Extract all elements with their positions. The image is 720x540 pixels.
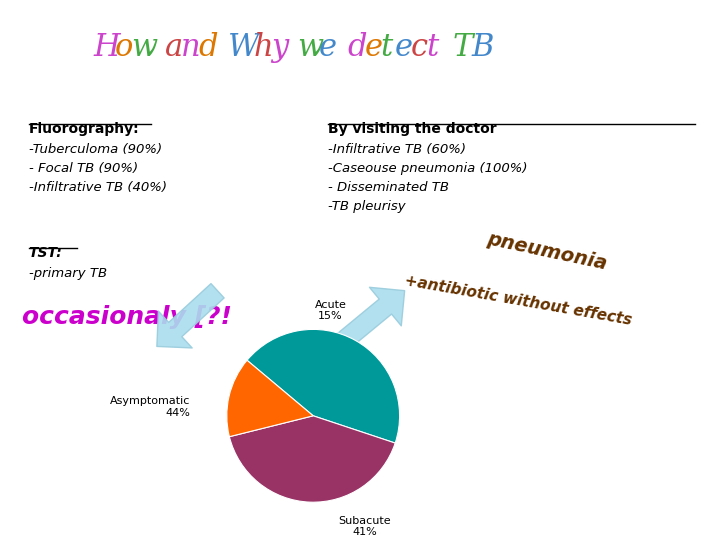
Text: c: c: [410, 32, 428, 63]
Text: t: t: [380, 32, 392, 63]
Text: +antibiotic without effects: +antibiotic without effects: [404, 273, 633, 327]
Text: -primary TB: -primary TB: [29, 267, 107, 280]
Text: T: T: [453, 32, 473, 63]
Text: By visiting the doctor: By visiting the doctor: [328, 122, 496, 136]
Text: t: t: [426, 32, 438, 63]
Text: pneumonia: pneumonia: [485, 230, 609, 274]
Text: Asymptomatic
44%: Asymptomatic 44%: [110, 396, 191, 418]
Text: y: y: [271, 32, 288, 63]
Text: o: o: [115, 32, 134, 63]
Text: -Infiltrative TB (60%)
-Caseouse pneumonia (100%)
- Disseminated TB
-TB pleurisy: -Infiltrative TB (60%) -Caseouse pneumon…: [328, 143, 527, 213]
Text: TST:: TST:: [29, 246, 63, 260]
Text: Acute
15%: Acute 15%: [315, 300, 346, 321]
Text: H: H: [94, 32, 120, 63]
Text: B: B: [472, 32, 494, 63]
Text: w: w: [131, 32, 157, 63]
Wedge shape: [247, 329, 400, 443]
Text: Subacute
41%: Subacute 41%: [338, 516, 392, 537]
Text: d: d: [198, 32, 217, 63]
Wedge shape: [227, 360, 313, 437]
Text: e: e: [364, 32, 382, 63]
Text: h: h: [253, 32, 273, 63]
Text: e: e: [395, 32, 413, 63]
Text: a: a: [165, 32, 183, 63]
Wedge shape: [230, 416, 395, 502]
Text: d: d: [347, 32, 366, 63]
Text: W: W: [228, 32, 259, 63]
Text: -Tuberculoma (90%)
- Focal TB (90%)
-Infiltrative TB (40%): -Tuberculoma (90%) - Focal TB (90%) -Inf…: [29, 143, 167, 194]
Text: Fluorography:: Fluorography:: [29, 122, 140, 136]
Text: e: e: [319, 32, 337, 63]
Text: w: w: [297, 32, 323, 63]
Text: occasionaly [?!: occasionaly [?!: [22, 305, 231, 329]
Text: n: n: [181, 32, 200, 63]
